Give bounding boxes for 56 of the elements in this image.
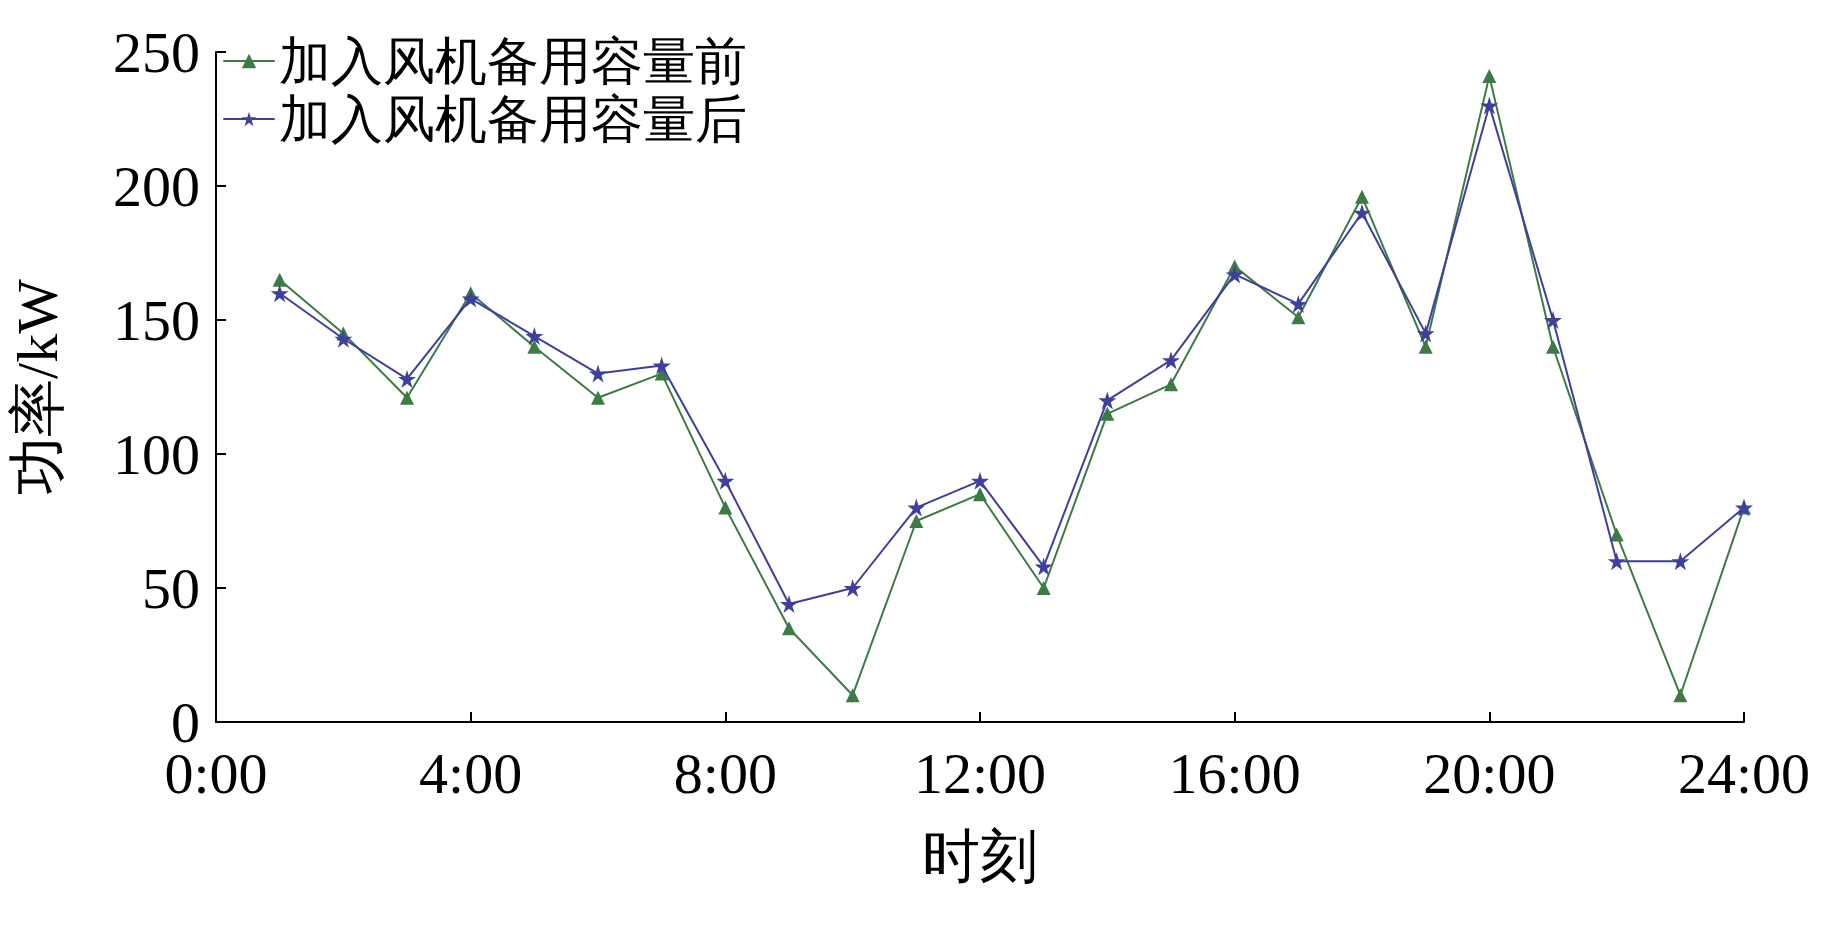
point (1225, 265, 1244, 284)
point (591, 390, 605, 405)
point (589, 364, 607, 383)
point (400, 390, 414, 405)
point (1546, 339, 1560, 354)
point (782, 621, 796, 636)
point (1353, 203, 1371, 222)
x-tick-label: 8:00 (673, 740, 777, 806)
point (843, 579, 862, 597)
point (1098, 391, 1117, 410)
legend-label: 加入风机备用容量前 (279, 32, 747, 90)
point (398, 369, 416, 388)
point (652, 356, 671, 375)
y-tick-label: 250 (113, 19, 200, 85)
point (1164, 377, 1178, 392)
x-tick-label: 20:00 (1423, 740, 1556, 806)
point (1480, 96, 1499, 115)
point (525, 327, 544, 346)
point (1671, 552, 1690, 571)
x-axis-title: 时刻 (922, 823, 1038, 889)
point (270, 284, 289, 303)
x-tick-label: 12:00 (913, 740, 1047, 806)
x-tick-label: 4:00 (419, 740, 523, 806)
point (971, 471, 989, 490)
point (1291, 310, 1306, 325)
y-tick-label: 150 (113, 287, 200, 353)
point (909, 514, 924, 528)
point (334, 329, 353, 348)
point (1544, 311, 1562, 329)
point (1416, 324, 1435, 343)
y-axis-title: 功率/kW (4, 278, 70, 495)
y-tick-label: 50 (142, 555, 200, 621)
point (907, 498, 926, 517)
y-tick-label: 200 (113, 153, 200, 219)
point (1036, 581, 1051, 595)
x-tick-label: 16:00 (1168, 740, 1301, 806)
point (780, 595, 798, 614)
point (1482, 69, 1497, 84)
point (1355, 189, 1369, 204)
point (461, 289, 480, 308)
point (1034, 557, 1053, 576)
point (1289, 294, 1308, 313)
point (716, 471, 735, 490)
point (845, 688, 860, 703)
point (973, 487, 987, 502)
point (1418, 339, 1433, 354)
x-tick-label: 24:00 (1677, 740, 1811, 806)
point (1100, 406, 1115, 421)
point (1673, 688, 1688, 703)
point (527, 339, 542, 354)
legend-label: 加入风机备用容量后 (279, 90, 747, 148)
point (1607, 552, 1626, 571)
point (718, 500, 733, 515)
y-tick-label: 100 (113, 421, 200, 487)
point (272, 272, 287, 287)
point (1162, 351, 1180, 370)
